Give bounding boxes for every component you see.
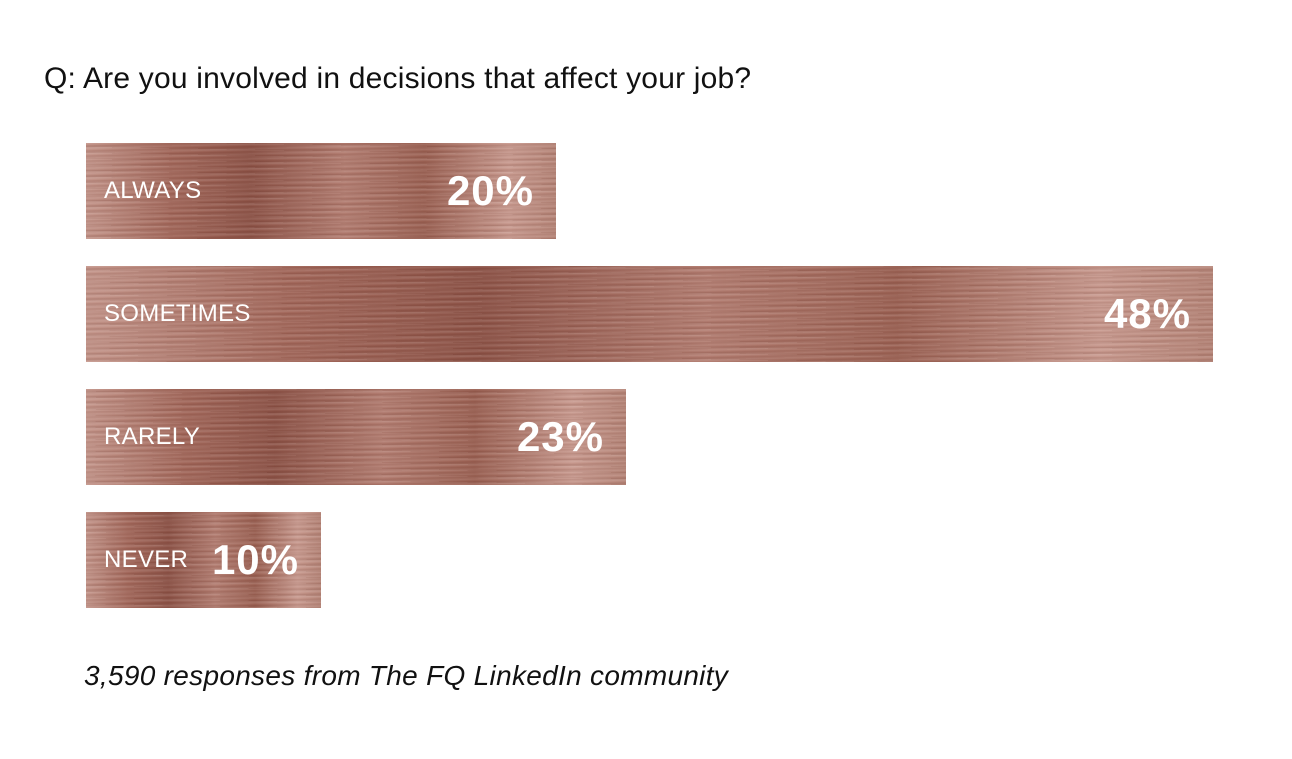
bar-value-label: 10%: [211, 536, 299, 583]
bar-value-label: 23%: [516, 413, 604, 460]
bar-rarely: RARELY 23%: [86, 389, 626, 485]
chart-title: Q: Are you involved in decisions that af…: [44, 62, 752, 95]
bar-never: NEVER 10%: [86, 512, 321, 608]
bar-sometimes: SOMETIMES 48%: [86, 266, 1213, 362]
bar-category-label: RARELY: [104, 423, 201, 450]
bar-value-label: 20%: [446, 167, 534, 214]
bar-chart: ALWAYS 20% SOMETIMES 48% RARELY 23% NEVER 10%: [86, 0, 1236, 640]
bar-category-label: SOMETIMES: [104, 300, 251, 327]
bar-always: ALWAYS 20%: [86, 143, 556, 239]
bar-category-label: NEVER: [104, 546, 189, 573]
bar-value-label: 48%: [1103, 290, 1191, 337]
chart-footnote: 3,590 responses from The FQ LinkedIn com…: [84, 660, 729, 691]
bar-category-label: ALWAYS: [104, 177, 202, 204]
